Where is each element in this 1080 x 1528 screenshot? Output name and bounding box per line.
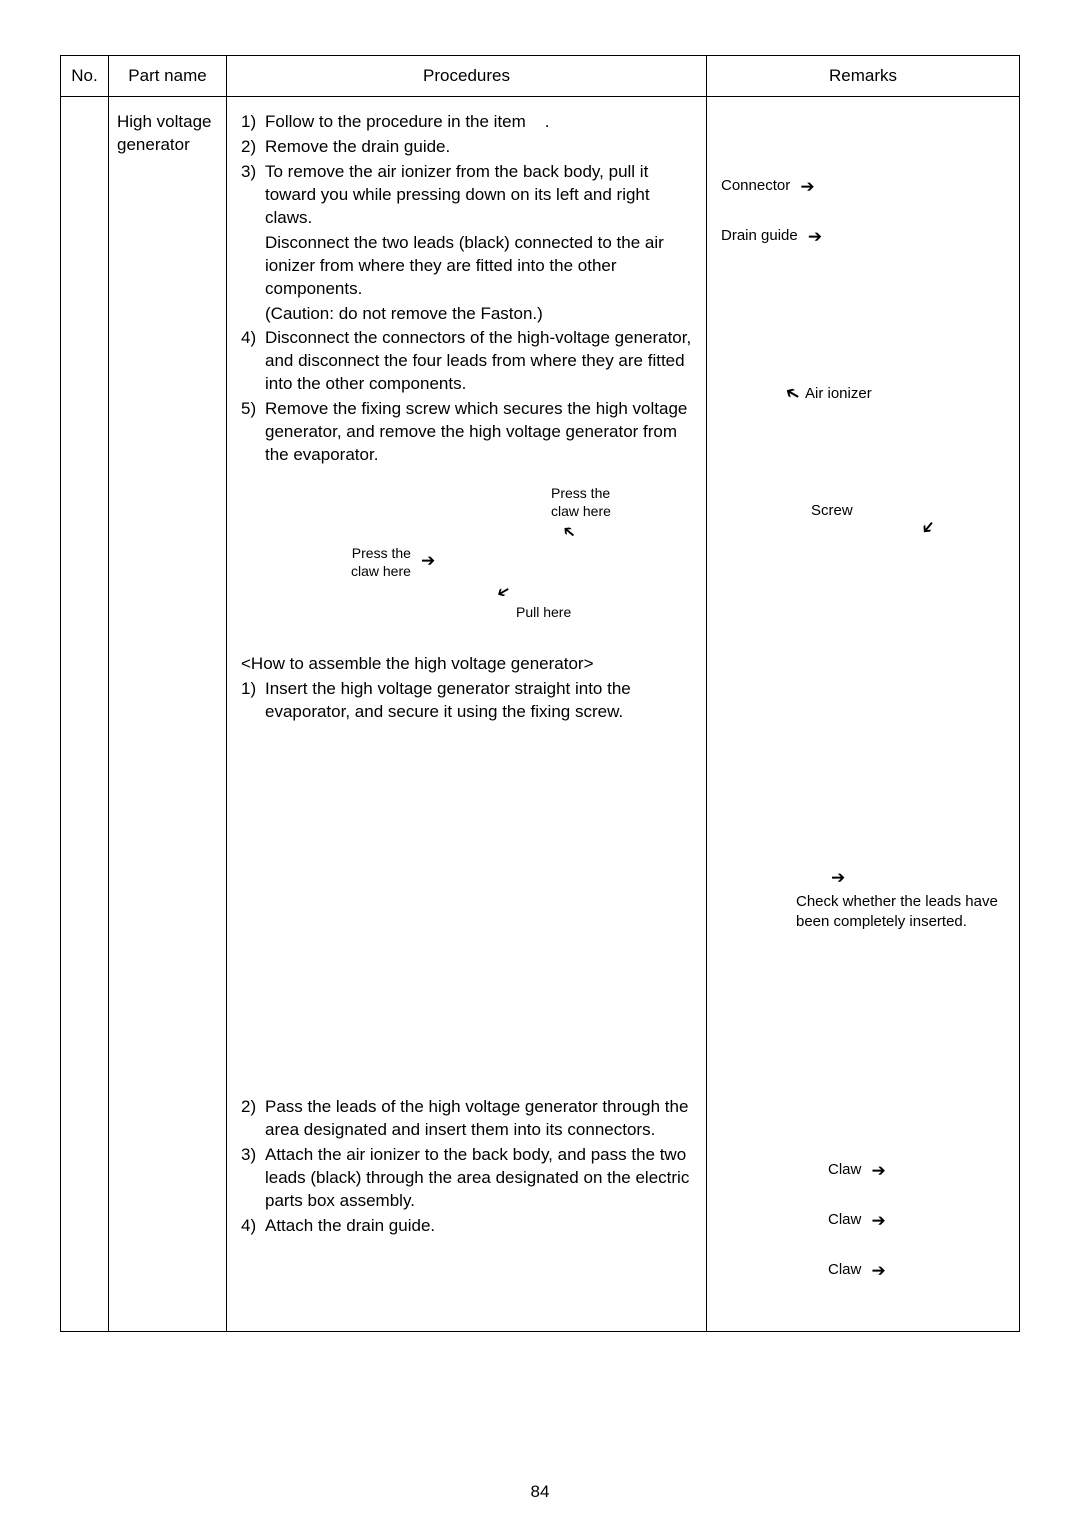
cell-procedures: 1) Follow to the procedure in the item .… bbox=[227, 97, 707, 1332]
assemble-step-3: 3) Attach the air ionizer to the back bo… bbox=[241, 1144, 692, 1213]
step-num: 4) bbox=[241, 327, 265, 396]
step-4: 4) Disconnect the connectors of the high… bbox=[241, 327, 692, 396]
step-1: 1) Follow to the procedure in the item . bbox=[241, 111, 692, 134]
step-num: 2) bbox=[241, 1096, 265, 1142]
header-remarks: Remarks bbox=[707, 56, 1020, 97]
arrow-icon: ➔ bbox=[493, 581, 513, 602]
step-num: 3) bbox=[241, 1144, 265, 1213]
header-procedures: Procedures bbox=[227, 56, 707, 97]
assemble-step-2: 2) Pass the leads of the high voltage ge… bbox=[241, 1096, 692, 1142]
remark-label: Claw bbox=[828, 1211, 861, 1228]
step-body: To remove the air ionizer from the back … bbox=[265, 161, 692, 230]
assemble-title: <How to assemble the high voltage genera… bbox=[241, 653, 692, 676]
arrow-icon: ➔ bbox=[872, 1262, 886, 1279]
step-body: Attach the drain guide. bbox=[265, 1215, 692, 1238]
step-body: Remove the fixing screw which secures th… bbox=[265, 398, 692, 467]
remark-claw: Claw ➔ bbox=[828, 1211, 1009, 1229]
arrow-icon: ➔ bbox=[781, 381, 805, 407]
cell-remarks: Connector ➔ Drain guide ➔ ➔ Air ionizer … bbox=[707, 97, 1020, 1332]
step-body: Insert the high voltage generator straig… bbox=[265, 678, 692, 724]
step-2: 2) Remove the drain guide. bbox=[241, 136, 692, 159]
assemble-step-1: 1) Insert the high voltage generator str… bbox=[241, 678, 692, 724]
procedures-table: No. Part name Procedures Remarks High vo… bbox=[60, 55, 1020, 1332]
remark-label: Air ionizer bbox=[805, 385, 872, 402]
step-body: Follow to the procedure in the item . bbox=[265, 111, 692, 134]
remark-connector: Connector ➔ bbox=[721, 177, 1009, 195]
arrow-icon: ➔ bbox=[917, 517, 939, 539]
remark-air-ionizer: ➔ Air ionizer bbox=[805, 385, 1009, 402]
remark-claw: Claw ➔ bbox=[828, 1161, 1009, 1179]
remark-screw: Screw ➔ bbox=[811, 502, 1009, 537]
arrow-icon: ➔ bbox=[831, 869, 1009, 886]
arrow-icon: ➔ bbox=[559, 521, 580, 542]
remark-label: Drain guide bbox=[721, 227, 798, 244]
step-3: 3) To remove the air ionizer from the ba… bbox=[241, 161, 692, 230]
step-body: Pass the leads of the high voltage gener… bbox=[265, 1096, 692, 1142]
step-num: 5) bbox=[241, 398, 265, 467]
step-num: 1) bbox=[241, 111, 265, 134]
spacer bbox=[241, 1240, 692, 1310]
header-part: Part name bbox=[109, 56, 227, 97]
cell-no bbox=[61, 97, 109, 1332]
step-num: 4) bbox=[241, 1215, 265, 1238]
table-row: High voltage generator 1) Follow to the … bbox=[61, 97, 1020, 1332]
remark-claw: Claw ➔ bbox=[828, 1261, 1009, 1279]
remark-drain-guide: Drain guide ➔ bbox=[721, 227, 1009, 245]
remark-label: Claw bbox=[828, 1161, 861, 1178]
table-header-row: No. Part name Procedures Remarks bbox=[61, 56, 1020, 97]
remark-label: Connector bbox=[721, 177, 790, 194]
arrow-icon: ➔ bbox=[421, 552, 435, 569]
diagram-label-top-right: Press the claw here bbox=[551, 485, 611, 520]
assemble-step-4: 4) Attach the drain guide. bbox=[241, 1215, 692, 1238]
step-body: Attach the air ionizer to the back body,… bbox=[265, 1144, 692, 1213]
diagram-label-pull: Pull here bbox=[516, 603, 571, 622]
step-num: 1) bbox=[241, 678, 265, 724]
arrow-icon: ➔ bbox=[808, 228, 822, 245]
remark-label: Screw bbox=[811, 502, 853, 519]
step-num: 2) bbox=[241, 136, 265, 159]
step-body: Remove the drain guide. bbox=[265, 136, 692, 159]
step-3b: Disconnect the two leads (black) connect… bbox=[265, 232, 692, 301]
arrow-icon: ➔ bbox=[831, 868, 845, 887]
arrow-icon: ➔ bbox=[872, 1162, 886, 1179]
header-no: No. bbox=[61, 56, 109, 97]
diagram-label-left: Press the claw here bbox=[351, 545, 411, 580]
page-number: 84 bbox=[0, 1482, 1080, 1502]
remark-claw-group: Claw ➔ Claw ➔ Claw ➔ bbox=[828, 1161, 1009, 1279]
step-3c: (Caution: do not remove the Faston.) bbox=[265, 303, 692, 326]
step-5: 5) Remove the fixing screw which secures… bbox=[241, 398, 692, 467]
cell-part-name: High voltage generator bbox=[109, 97, 227, 1332]
spacer bbox=[241, 726, 692, 1096]
step-body: Disconnect the connectors of the high-vo… bbox=[265, 327, 692, 396]
arrow-icon: ➔ bbox=[800, 178, 814, 195]
arrow-icon: ➔ bbox=[872, 1212, 886, 1229]
remark-check-leads: Check whether the leads have been comple… bbox=[796, 892, 1009, 931]
step-num: 3) bbox=[241, 161, 265, 230]
press-diagram: Press the claw here ➔ Press the claw her… bbox=[241, 485, 692, 635]
remark-label: Claw bbox=[828, 1261, 861, 1278]
